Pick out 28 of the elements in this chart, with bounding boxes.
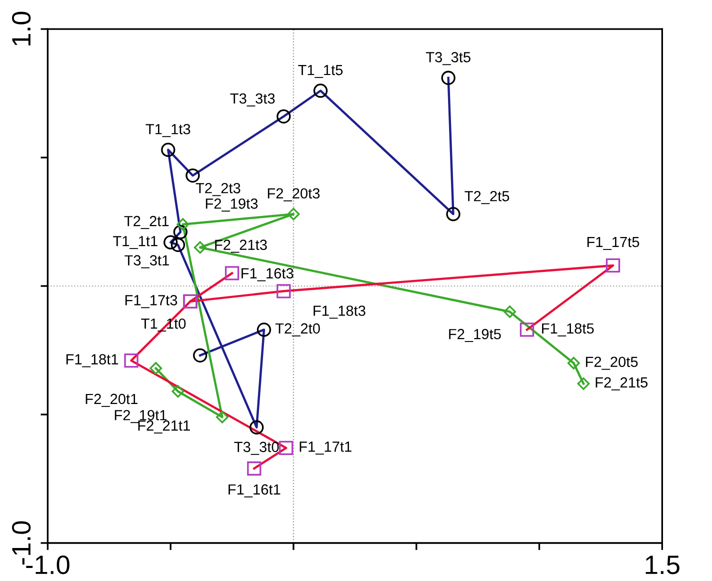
x-tick-label: 1.5 [646,556,680,574]
annotation: F1_17t5 [587,236,640,250]
annotation: F2_21t3 [215,240,267,253]
annotation: T1_1t1 [113,236,158,250]
annotation: F2_20t3 [268,188,320,202]
annotation: F2_20t1 [86,394,138,407]
annotation: F1_17t3 [125,295,178,308]
annotation: F1_18t1 [66,354,118,368]
annotation: F1_17t1 [300,442,352,455]
annotation: T3_3t5 [426,52,470,66]
annotation: T2_2t5 [464,190,510,204]
annotation: T1_1t3 [146,124,190,138]
annotation: T3_3t1 [124,255,169,268]
annotation: F2_19t5 [449,328,501,342]
annotation: F1_16t1 [228,484,280,498]
annotation: T2_2t1 [124,216,169,230]
annotation: T3_3t0 [234,442,279,455]
annotation: T3_3t3 [230,93,275,106]
annotation: F1_18t5 [542,323,594,336]
annotation: F1_18t3 [314,306,366,319]
annotation: T1_1t5 [298,65,343,78]
annotation: F2_20t5 [586,356,638,370]
y-tick-label: 1.0 [12,12,31,46]
annotation: F2_19t3 [206,198,258,212]
annotation: T2_2t3 [196,183,240,196]
annotation: F1_16t3 [242,268,294,282]
annotation: T2_2t0 [275,323,320,336]
annotation: F2_21t5 [596,377,648,390]
